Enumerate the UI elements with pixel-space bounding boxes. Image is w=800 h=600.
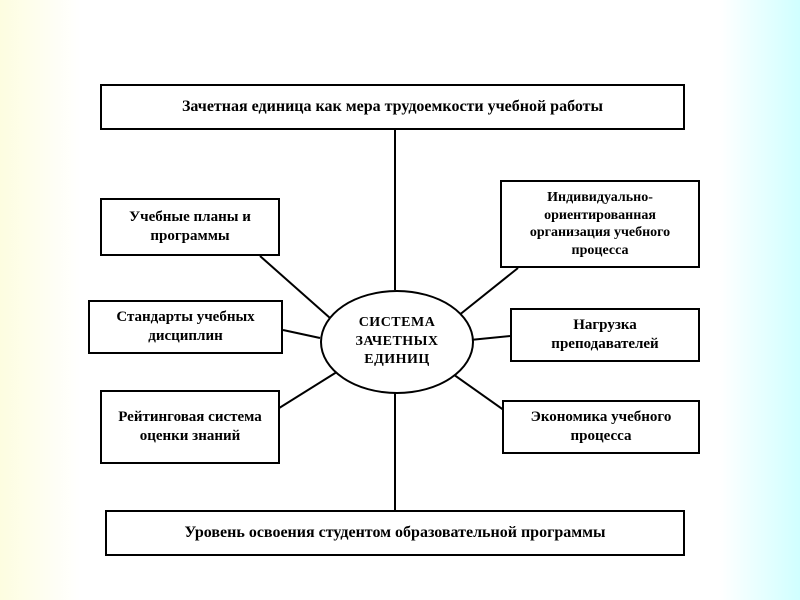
- top-box-text: Зачетная единица как мера трудоемкости у…: [182, 97, 603, 117]
- center-node-text: СИСТЕМА ЗАЧЕТНЫХ ЕДИНИЦ: [322, 314, 472, 371]
- left-box-standards-text: Стандарты учеб­ных дисциплин: [100, 308, 271, 346]
- right-box-individual: Индивидуально-ориентированная организаци…: [500, 180, 700, 268]
- bottom-box: Уровень освоения студентом образовательн…: [105, 510, 685, 556]
- edge: [470, 336, 510, 340]
- right-box-load-text: Нагрузка преподавателей: [522, 316, 688, 354]
- left-box-plans: Учебные планы и программы: [100, 198, 280, 256]
- diagram-canvas: Зачетная единица как мера трудоемкости у…: [0, 0, 800, 600]
- left-box-rating-text: Рейтинговая система оценки знаний: [112, 408, 268, 446]
- left-box-rating: Рейтинговая система оценки знаний: [100, 390, 280, 464]
- left-box-plans-text: Учебные планы и программы: [112, 208, 268, 246]
- left-box-standards: Стандарты учеб­ных дисциплин: [88, 300, 283, 354]
- right-box-economics: Экономика учеб­ного процесса: [502, 400, 700, 454]
- top-box: Зачетная единица как мера трудоемкости у…: [100, 84, 685, 130]
- center-node: СИСТЕМА ЗАЧЕТНЫХ ЕДИНИЦ: [320, 290, 474, 394]
- edge: [458, 268, 518, 316]
- bottom-box-text: Уровень освоения студентом образовательн…: [184, 523, 605, 543]
- right-box-load: Нагрузка преподавателей: [510, 308, 700, 362]
- right-box-economics-text: Экономика учеб­ного процесса: [514, 408, 688, 446]
- right-box-individual-text: Индивидуально-ориентированная организаци…: [512, 189, 688, 259]
- edge: [283, 330, 320, 338]
